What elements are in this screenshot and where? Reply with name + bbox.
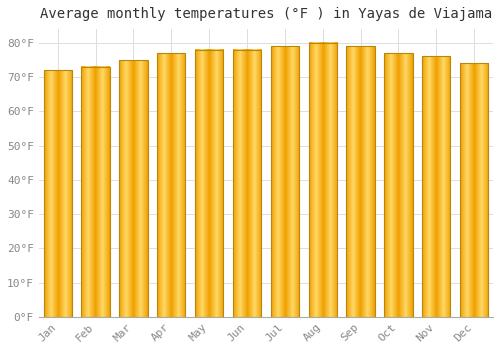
Bar: [195, 50, 224, 317]
Bar: [422, 56, 450, 317]
Bar: [119, 60, 148, 317]
Bar: [157, 53, 186, 317]
Bar: [460, 63, 488, 317]
Bar: [346, 46, 375, 317]
Bar: [233, 50, 261, 317]
Bar: [270, 46, 299, 317]
Title: Average monthly temperatures (°F ) in Yayas de Viajama: Average monthly temperatures (°F ) in Ya…: [40, 7, 492, 21]
Bar: [384, 53, 412, 317]
Bar: [44, 70, 72, 317]
Bar: [82, 67, 110, 317]
Bar: [308, 43, 337, 317]
